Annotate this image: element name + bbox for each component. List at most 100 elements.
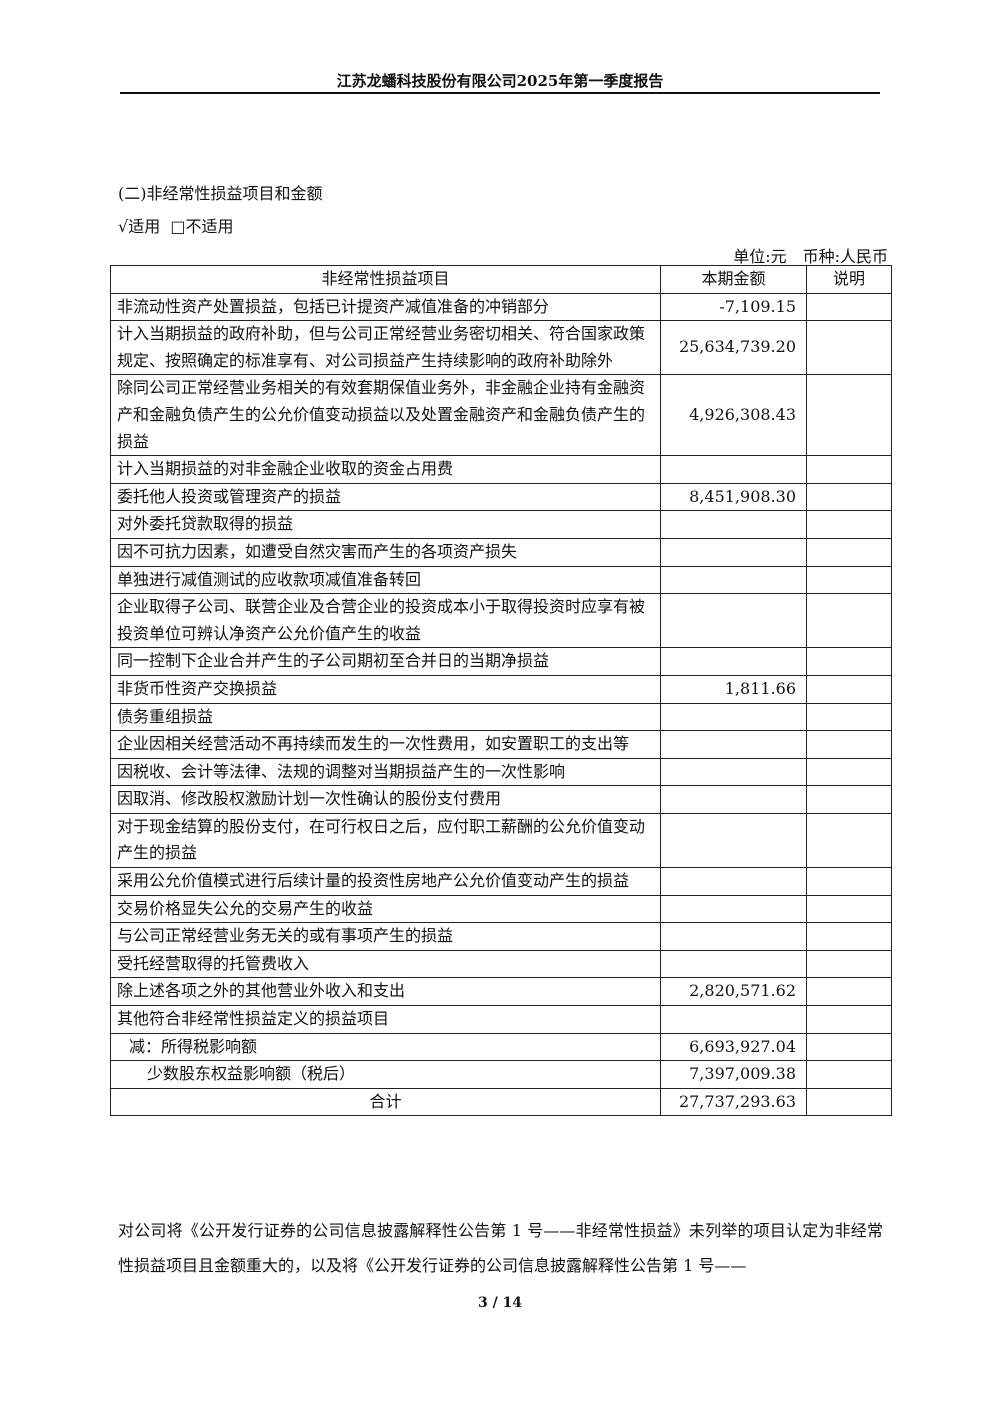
cell-amount xyxy=(660,949,807,979)
cell-note xyxy=(806,374,892,457)
cell-item: 单独进行减值测试的应收款项减值准备转回 xyxy=(110,565,661,595)
cell-item: 除上述各项之外的其他营业外收入和支出 xyxy=(110,977,661,1007)
cell-item: 同一控制下企业合并产生的子公司期初至合并日的当期净损益 xyxy=(110,647,661,676)
cell-note xyxy=(806,730,892,759)
cell-item: 因取消、修改股权激励计划一次性确认的股份支付费用 xyxy=(110,785,661,814)
section-title: (二)非经常性损益项目和金额 xyxy=(118,184,323,203)
cell-note xyxy=(806,812,892,869)
table-row: 少数股东权益影响额（税后） 7,397,009.38 xyxy=(110,1060,892,1089)
cell-item: 因税收、会计等法律、法规的调整对当期损益产生的一次性影响 xyxy=(110,757,661,787)
cell-amount xyxy=(660,702,807,732)
non-recurring-gains-table: 非经常性损益项目 本期金额 说明 非流动性资产处置损益，包括已计提资产减值准备的… xyxy=(110,265,892,1117)
body-paragraph: 对公司将《公开发行证券的公司信息披露解释性公告第 1 号——非经常性损益》未列举… xyxy=(118,1221,883,1275)
cell-amount xyxy=(660,785,807,814)
cell-note xyxy=(806,647,892,676)
cell-amount: 6,693,927.04 xyxy=(660,1032,807,1062)
cell-amount: 4,926,308.43 xyxy=(660,374,807,457)
cell-note xyxy=(806,482,892,512)
cell-item: 减：所得税影响额 xyxy=(110,1032,661,1062)
page-number: 3 / 14 xyxy=(477,1295,523,1311)
cell-note xyxy=(806,922,892,951)
table-row: 非货币性资产交换损益 1,811.66 xyxy=(110,674,892,704)
cell-amount: 8,451,908.30 xyxy=(660,482,807,512)
cell-note xyxy=(806,593,892,649)
cell-note xyxy=(806,702,892,732)
cell-note xyxy=(806,537,892,567)
cell-item: 交易价格显失公允的交易产生的收益 xyxy=(110,894,661,924)
cell-note xyxy=(806,949,892,979)
table-row: 委托他人投资或管理资产的损益 8,451,908.30 xyxy=(110,482,892,512)
cell-item: 计入当期损益的政府补助，但与公司正常经营业务密切相关、符合国家政策规定、按照确定… xyxy=(110,320,661,376)
cell-note xyxy=(806,977,892,1007)
cell-note xyxy=(806,867,892,896)
cell-amount xyxy=(660,757,807,787)
cell-note xyxy=(806,894,892,924)
cell-item: 对于现金结算的股份支付，在可行权日之后，应付职工薪酬的公允价值变动产生的损益 xyxy=(110,812,661,869)
not-applicable-option: □不适用 xyxy=(170,217,234,236)
table-row: 计入当期损益的对非金融企业收取的资金占用费 xyxy=(110,455,892,484)
cell-amount: -7,109.15 xyxy=(660,292,807,322)
cell-amount xyxy=(660,537,807,567)
table-row: 除上述各项之外的其他营业外收入和支出 2,820,571.62 xyxy=(110,977,892,1007)
cell-note xyxy=(806,785,892,814)
table-row: 受托经营取得的托管费收入 xyxy=(110,949,892,979)
unit-currency: 单位:元 币种:人民币 xyxy=(733,247,888,266)
cell-amount xyxy=(660,894,807,924)
column-header-amount: 本期金额 xyxy=(660,265,807,294)
cell-item: 与公司正常经营业务无关的或有事项产生的损益 xyxy=(110,922,661,951)
cell-amount: 27,737,293.63 xyxy=(660,1087,807,1117)
table-row: 与公司正常经营业务无关的或有事项产生的损益 xyxy=(110,922,892,951)
cell-amount: 25,634,739.20 xyxy=(660,320,807,376)
cell-note xyxy=(806,1087,892,1117)
cell-note xyxy=(806,292,892,322)
cell-item: 对外委托贷款取得的损益 xyxy=(110,510,661,539)
cell-amount xyxy=(660,565,807,595)
cell-note xyxy=(806,1032,892,1062)
cell-item: 企业取得子公司、联营企业及合营企业的投资成本小于取得投资时应享有被投资单位可辨认… xyxy=(110,593,661,649)
table-row: 因取消、修改股权激励计划一次性确认的股份支付费用 xyxy=(110,785,892,814)
cell-note xyxy=(806,1005,892,1034)
cell-item: 企业因相关经营活动不再持续而发生的一次性费用，如安置职工的支出等 xyxy=(110,730,661,759)
cell-amount: 7,397,009.38 xyxy=(660,1060,807,1089)
cell-item: 非货币性资产交换损益 xyxy=(110,674,661,704)
table-row: 企业因相关经营活动不再持续而发生的一次性费用，如安置职工的支出等 xyxy=(110,730,892,759)
cell-amount xyxy=(660,812,807,869)
table-row: 债务重组损益 xyxy=(110,702,892,732)
table-row: 计入当期损益的政府补助，但与公司正常经营业务密切相关、符合国家政策规定、按照确定… xyxy=(110,320,892,376)
table-row: 其他符合非经常性损益定义的损益项目 xyxy=(110,1005,892,1034)
cell-item: 其他符合非经常性损益定义的损益项目 xyxy=(110,1005,661,1034)
cell-item: 受托经营取得的托管费收入 xyxy=(110,949,661,979)
cell-item: 合计 xyxy=(110,1087,661,1117)
table-row: 合计 27,737,293.63 xyxy=(110,1087,892,1117)
report-header: 江苏龙蟠科技股份有限公司2025年第一季度报告 xyxy=(336,72,664,90)
cell-note xyxy=(806,1060,892,1089)
table-row: 同一控制下企业合并产生的子公司期初至合并日的当期净损益 xyxy=(110,647,892,676)
table-row: 除同公司正常经营业务相关的有效套期保值业务外，非金融企业持有金融资产和金融负债产… xyxy=(110,374,892,457)
header-divider xyxy=(120,92,880,94)
table-row: 减：所得税影响额 6,693,927.04 xyxy=(110,1032,892,1062)
cell-amount xyxy=(660,647,807,676)
table-row: 对外委托贷款取得的损益 xyxy=(110,510,892,539)
table-row: 企业取得子公司、联营企业及合营企业的投资成本小于取得投资时应享有被投资单位可辨认… xyxy=(110,593,892,649)
cell-amount xyxy=(660,593,807,649)
applicability: √适用 □不适用 xyxy=(118,213,234,237)
cell-amount xyxy=(660,867,807,896)
cell-note xyxy=(806,510,892,539)
table-row: 采用公允价值模式进行后续计量的投资性房地产公允价值变动产生的损益 xyxy=(110,867,892,896)
cell-item: 采用公允价值模式进行后续计量的投资性房地产公允价值变动产生的损益 xyxy=(110,867,661,896)
column-header-note: 说明 xyxy=(806,265,892,294)
cell-note xyxy=(806,674,892,704)
table-row: 对于现金结算的股份支付，在可行权日之后，应付职工薪酬的公允价值变动产生的损益 xyxy=(110,812,892,869)
cell-note xyxy=(806,565,892,595)
table-row: 因税收、会计等法律、法规的调整对当期损益产生的一次性影响 xyxy=(110,757,892,787)
cell-note xyxy=(806,455,892,484)
cell-amount xyxy=(660,510,807,539)
table-row: 交易价格显失公允的交易产生的收益 xyxy=(110,894,892,924)
cell-item: 少数股东权益影响额（税后） xyxy=(110,1060,661,1089)
cell-amount: 2,820,571.62 xyxy=(660,977,807,1007)
cell-item: 债务重组损益 xyxy=(110,702,661,732)
cell-item: 非流动性资产处置损益，包括已计提资产减值准备的冲销部分 xyxy=(110,292,661,322)
cell-item: 除同公司正常经营业务相关的有效套期保值业务外，非金融企业持有金融资产和金融负债产… xyxy=(110,374,661,457)
table-header-row: 非经常性损益项目 本期金额 说明 xyxy=(110,265,892,294)
cell-amount: 1,811.66 xyxy=(660,674,807,704)
